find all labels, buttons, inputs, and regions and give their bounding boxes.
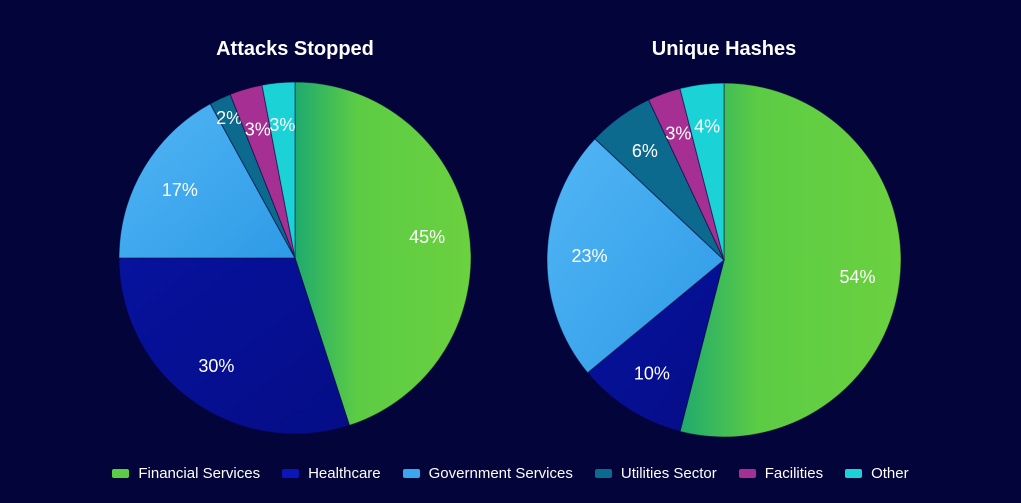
legend-swatch-other bbox=[845, 468, 863, 478]
pie-slice-healthcare bbox=[118, 257, 351, 435]
pie-label-utilities-sector: 6% bbox=[632, 141, 658, 161]
pie-slice-government-services bbox=[546, 138, 725, 374]
pie-label-healthcare: 10% bbox=[634, 364, 670, 384]
legend-label: Facilities bbox=[764, 464, 824, 482]
pie-label-utilities-sector: 2% bbox=[216, 108, 242, 128]
pie-slice-government-services bbox=[118, 103, 296, 259]
legend-label: Government Services bbox=[428, 464, 573, 482]
legend-swatch-facilities bbox=[738, 468, 756, 478]
pie-label-government-services: 17% bbox=[162, 180, 198, 200]
legend-swatch-financial-services bbox=[112, 468, 130, 478]
pie-label-other: 4% bbox=[694, 117, 720, 137]
pie-slice-other bbox=[261, 81, 296, 259]
pie-attacks-stopped: 45%30%17%2%3%3% bbox=[118, 81, 472, 435]
pie-label-other: 3% bbox=[269, 115, 295, 135]
legend-item-government-services: Government Services bbox=[402, 464, 573, 482]
legend-label: Utilities Sector bbox=[620, 464, 717, 482]
legend-item-financial-services: Financial Services bbox=[112, 465, 260, 482]
legend-item-healthcare: Healthcare bbox=[282, 465, 381, 482]
pie-label-government-services: 23% bbox=[571, 246, 607, 266]
legend-item-utilities-sector: Utilities Sector bbox=[594, 464, 717, 482]
pie-label-financial-services: 54% bbox=[839, 267, 875, 287]
chart-title-attacks-stopped: Attacks Stopped bbox=[216, 38, 374, 60]
pie-label-facilities: 3% bbox=[245, 120, 271, 140]
chart-title-unique-hashes: Unique Hashes bbox=[652, 38, 796, 60]
pie-slice-healthcare bbox=[586, 258, 725, 433]
pie-charts: Attacks Stopped Unique Hashes 45% 30% 17% 2… bbox=[118, 38, 902, 438]
legend: Financial Services Healthcare Government… bbox=[0, 461, 1021, 485]
legend-item-other: Other bbox=[845, 465, 909, 482]
legend-label: Financial Services bbox=[138, 464, 261, 482]
pie-slice-financial-services bbox=[679, 82, 902, 438]
pie-label-facilities: 3% bbox=[665, 123, 691, 143]
legend-label: Other bbox=[871, 464, 909, 482]
pie-unique-hashes: 54% 10% 23% 6% 3% 4% bbox=[546, 82, 902, 438]
legend-label: Healthcare bbox=[308, 464, 381, 482]
legend-swatch-utilities-sector bbox=[594, 468, 612, 478]
pie-label-financial-services: 45% bbox=[409, 227, 445, 247]
legend-item-facilities: Facilities bbox=[738, 464, 824, 482]
pie-slice-other bbox=[679, 82, 725, 261]
legend-swatch-healthcare bbox=[282, 468, 300, 478]
pie-label-healthcare: 30% bbox=[198, 356, 234, 376]
legend-swatch-government-services bbox=[402, 468, 420, 478]
pie-slice-financial-services bbox=[294, 81, 472, 427]
